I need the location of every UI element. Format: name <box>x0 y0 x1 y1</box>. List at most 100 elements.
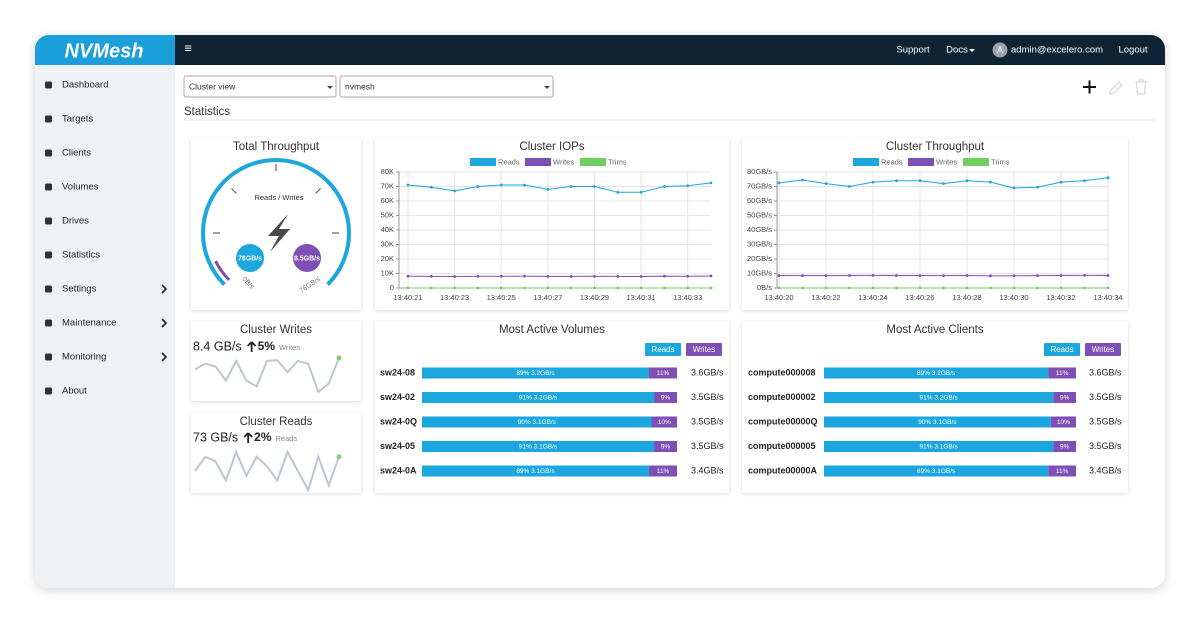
series-point <box>801 178 804 182</box>
reads-label: 91% 3.2GB/s <box>519 395 558 402</box>
series-point <box>569 185 573 188</box>
series-point <box>476 274 480 278</box>
series-point <box>406 274 410 278</box>
series-point <box>1036 274 1039 278</box>
series-line <box>407 182 712 193</box>
menu-item[interactable]: Settings <box>62 284 97 295</box>
chart-title: Cluster IOPs <box>519 141 584 153</box>
submenu-chevron <box>161 352 168 362</box>
reads-label: 90% 3.1GB/s <box>918 419 957 426</box>
series-point <box>895 179 898 183</box>
x-tick-label: 13:40:28 <box>952 293 981 302</box>
kpi-title: Cluster Reads <box>240 416 313 428</box>
view-select[interactable] <box>183 75 337 98</box>
row-name: sw24-08 <box>380 367 415 377</box>
sparkline <box>194 449 340 493</box>
reads-bar <box>422 465 649 477</box>
up-arrow <box>243 432 253 443</box>
series-point <box>429 286 433 290</box>
reads-bar <box>422 392 655 403</box>
y-tick-label: 10GB/s <box>747 268 772 277</box>
series-point <box>686 184 690 188</box>
docs-link[interactable]: Docs <box>946 45 968 56</box>
x-tick-label: 13:40:21 <box>393 293 422 302</box>
writes-bar <box>1048 367 1076 379</box>
logo-area <box>35 35 175 65</box>
add-button[interactable] <box>1083 80 1096 94</box>
menu-item[interactable]: Drives <box>62 216 89 227</box>
row-total: 3.4GB/s <box>691 465 724 475</box>
gauge-title: Total Throughput <box>233 141 320 153</box>
avatar[interactable] <box>992 42 1008 58</box>
series-point <box>1059 286 1063 290</box>
series-point <box>895 274 898 277</box>
reads-label: 91% 3.1GB/s <box>920 444 959 451</box>
logo[interactable]: NVMesh <box>65 40 144 62</box>
delete-button[interactable] <box>1135 79 1147 95</box>
menu-icon <box>45 387 52 395</box>
menu-item[interactable]: Dashboard <box>62 80 108 91</box>
menu-toggle[interactable]: ≡ <box>184 40 192 55</box>
menu-item[interactable]: Monitoring <box>62 352 106 363</box>
reads-bar <box>824 416 1051 428</box>
cluster-select[interactable] <box>339 75 554 98</box>
row-name: compute000002 <box>748 392 816 402</box>
menu-item[interactable]: Volumes <box>62 182 99 193</box>
menu-item[interactable]: Targets <box>62 114 93 125</box>
menu-item[interactable]: Clients <box>62 148 91 159</box>
menu-icon <box>45 251 52 259</box>
series-point <box>429 275 433 278</box>
legend-badge-label: Reads <box>1050 345 1073 354</box>
series-point <box>871 273 875 277</box>
legend-badge-label: Writes <box>1092 345 1115 354</box>
legend-label: Writes <box>553 157 574 166</box>
table-title: Most Active Clients <box>886 324 983 336</box>
series-point <box>989 286 992 290</box>
series-point <box>989 180 992 184</box>
reads-label: 91% 3.1GB/s <box>519 444 558 451</box>
legend-swatch <box>963 158 989 166</box>
y-tick-label: 10K <box>381 268 394 277</box>
reads-label: 89% 3.1GB/s <box>917 468 956 475</box>
series-point <box>569 275 573 278</box>
series-point <box>1106 286 1110 290</box>
user-email[interactable]: admin@excelero.com <box>1011 45 1103 56</box>
menu-icon <box>45 81 52 89</box>
writes-label: 11% <box>657 370 670 377</box>
gauge-writes: 8.5GB/s <box>294 255 320 262</box>
support-link[interactable]: Support <box>896 45 930 56</box>
writes-label: 9% <box>1060 395 1070 402</box>
writes-circle <box>293 244 321 272</box>
row-total: 3.6GB/s <box>1089 367 1122 377</box>
series-point <box>709 274 713 278</box>
menu-icon <box>45 353 52 361</box>
section-title: Statistics <box>184 106 230 118</box>
row-name: compute000005 <box>748 441 816 451</box>
logout-link[interactable]: Logout <box>1118 45 1147 56</box>
menu-item[interactable]: Maintenance <box>62 318 116 329</box>
table-title: Most Active Volumes <box>499 324 605 336</box>
series-point <box>593 185 596 188</box>
series-point <box>1083 286 1086 290</box>
edit-button[interactable] <box>1109 81 1123 95</box>
x-tick-label: 13:40:29 <box>580 293 609 302</box>
reads-label: 90% 3.1GB/s <box>518 419 557 426</box>
series-point <box>1036 185 1039 189</box>
writes-bar <box>1050 416 1076 428</box>
chart-title: Cluster Throughput <box>886 141 985 153</box>
row-total: 3.5GB/s <box>1089 392 1122 402</box>
writes-label: 11% <box>1056 370 1069 377</box>
menu-item[interactable]: About <box>62 386 87 397</box>
series-point <box>965 286 969 290</box>
x-tick-label: 13:40:27 <box>533 293 562 302</box>
series-point <box>824 286 828 290</box>
y-tick-label: 80GB/s <box>747 167 772 176</box>
kpi-value: 73 GB/s <box>193 430 238 444</box>
series-point <box>1083 179 1086 183</box>
row-total: 3.5GB/s <box>691 392 724 402</box>
series-point <box>1012 286 1016 290</box>
menu-icon <box>45 285 52 293</box>
menu-item[interactable]: Statistics <box>62 250 100 261</box>
kpi-value: 8.4 GB/s <box>193 339 242 353</box>
